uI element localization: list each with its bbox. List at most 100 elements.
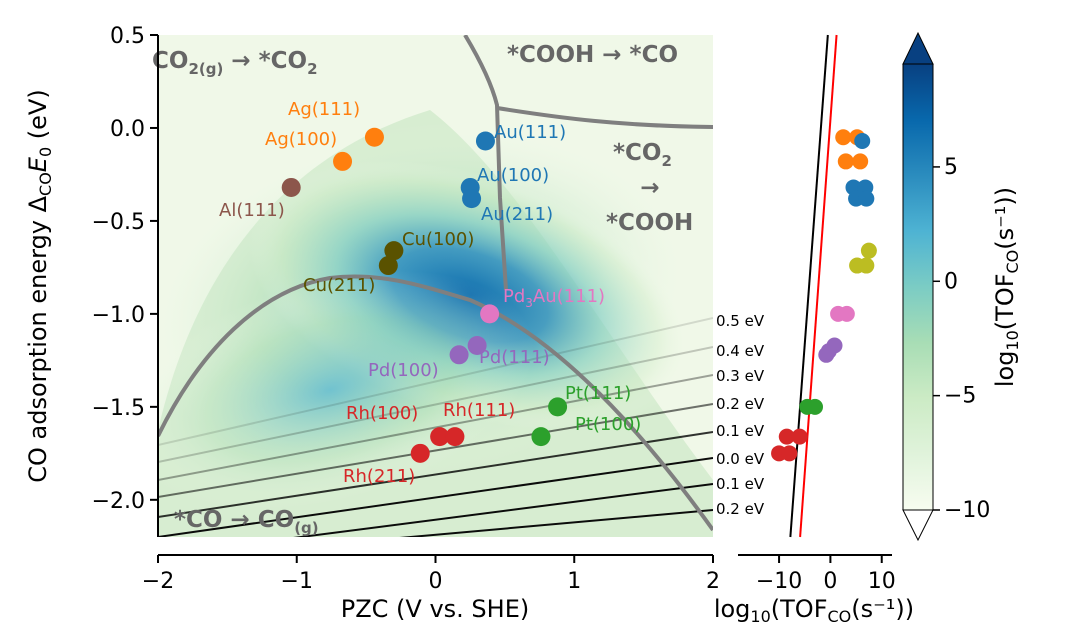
data-point xyxy=(378,256,398,276)
data-point xyxy=(475,131,495,151)
data-point-label: Al(111) xyxy=(219,200,285,221)
side-data-point xyxy=(852,153,869,170)
side-axis-ticks: −10 0 10 xyxy=(756,555,896,594)
main-y-tick-label: −1.0 xyxy=(92,303,145,328)
side-scatter-points xyxy=(771,129,877,462)
side-data-point xyxy=(858,190,875,207)
contour-value-label: 0.2 eV xyxy=(716,395,765,413)
main-point-labels: Ag(111) Ag(100) Al(111) Au(111) Au(100) Au(21… xyxy=(219,99,641,487)
side-fit-lines xyxy=(789,34,838,538)
fit-line xyxy=(789,34,829,538)
main-y-tick-label: 0.5 xyxy=(110,24,145,49)
colorbar-gradient xyxy=(902,63,934,511)
data-point xyxy=(445,427,465,447)
data-point xyxy=(384,241,404,261)
data-point-label: Au(100) xyxy=(477,165,549,186)
colorbar-tick-label: 5 xyxy=(944,155,958,180)
side-x-tick-label: 10 xyxy=(868,569,896,594)
colorbar-tick-label: 0 xyxy=(944,269,958,294)
data-point-label: Pd(111) xyxy=(479,347,550,368)
colorbar-label: log10(TOFCO(s⁻¹)) xyxy=(991,187,1022,387)
side-x-label: log10(TOFCO(s⁻¹)) xyxy=(714,595,914,626)
region-boundaries xyxy=(158,35,713,532)
main-x-tick-label: 2 xyxy=(706,569,720,594)
main-y-tick-label: −0.5 xyxy=(92,210,145,235)
colorbar-tick-label: −5 xyxy=(944,384,976,409)
contour-line xyxy=(399,509,713,537)
side-data-point xyxy=(807,398,823,415)
main-scatter-points xyxy=(281,127,568,463)
contour-line xyxy=(158,374,713,481)
data-point xyxy=(462,189,482,209)
side-data-point xyxy=(837,153,854,170)
data-point xyxy=(449,345,469,365)
data-point-label: Rh(111) xyxy=(443,400,515,421)
region-co2-cooh-line1: *CO2 xyxy=(613,140,672,170)
contour-line xyxy=(158,457,713,537)
boundary-right xyxy=(496,106,713,129)
contour-line xyxy=(158,431,713,518)
data-point-label: Rh(211) xyxy=(343,466,415,487)
main-y-label: CO adsorption energy ΔCOE0 (eV) xyxy=(24,89,55,482)
data-point-label: Cu(100) xyxy=(402,229,474,250)
data-point-label: Au(111) xyxy=(494,122,566,143)
data-point xyxy=(281,177,301,197)
data-point xyxy=(430,427,450,447)
main-x-tick-label: −1 xyxy=(281,569,313,594)
contour-value-labels: 0.5 eV 0.4 eV 0.3 eV 0.2 eV 0.1 eV 0.0 eV 0.1 … xyxy=(716,312,765,518)
side-data-point xyxy=(778,428,795,445)
data-point-label: Ag(100) xyxy=(265,129,337,150)
data-point-label: Pd3Au(111) xyxy=(503,286,605,310)
side-data-point xyxy=(854,132,871,149)
main-x-tick-label: 1 xyxy=(567,569,581,594)
contour-line xyxy=(293,483,713,537)
side-data-point xyxy=(858,257,875,274)
side-data-point xyxy=(860,242,877,259)
contour-line xyxy=(158,346,713,463)
region-co2-cooh-line3: *COOH xyxy=(606,210,693,236)
data-point xyxy=(364,127,384,147)
main-x-label: PZC (V vs. SHE) xyxy=(341,595,529,623)
contour-value-label: 0.5 eV xyxy=(716,312,765,330)
contour-value-label: 0.3 eV xyxy=(716,367,765,385)
colorbar-top-arrow xyxy=(902,31,934,65)
data-point-label: Au(211) xyxy=(481,204,553,225)
region-co2g-label: CO2(g) → *CO2 xyxy=(152,48,318,78)
contour-lines xyxy=(158,317,713,537)
data-point-label: Pt(100) xyxy=(575,414,641,435)
contour-line xyxy=(158,403,713,498)
contour-line xyxy=(158,317,713,446)
region-co2-cooh-arrow: → xyxy=(640,175,659,201)
side-data-point xyxy=(820,343,837,360)
contour-value-label: 0.2 eV xyxy=(716,500,765,518)
side-data-point xyxy=(838,305,855,322)
main-y-tick-label: −1.5 xyxy=(92,396,145,421)
data-point-label: Pt(111) xyxy=(565,383,631,404)
side-data-point xyxy=(781,445,798,462)
data-point-label: Ag(111) xyxy=(288,99,360,120)
contour-value-label: 0.1 eV xyxy=(716,475,765,493)
side-data-point xyxy=(791,428,808,445)
region-cooh-label: *COOH → *CO xyxy=(507,42,678,68)
data-point-label: Rh(100) xyxy=(346,403,418,424)
data-point xyxy=(333,151,353,171)
colorbar-ticks: 5 0 −5 −10 xyxy=(933,155,990,523)
heatmap-background xyxy=(158,35,713,537)
side-x-tick-label: 0 xyxy=(823,569,837,594)
data-point-label: Pd(100) xyxy=(368,360,439,381)
main-y-tick-label: 0.0 xyxy=(110,117,145,142)
contour-value-label: 0.4 eV xyxy=(716,342,765,360)
main-x-tick-label: −2 xyxy=(142,569,174,594)
contour-value-label: 0.0 eV xyxy=(716,450,765,468)
main-axis-ticks: −2 −1 0 1 2 0.5 0.0 −0.5 −1.0 −1.5 −2.0 xyxy=(92,24,720,594)
boundary-left-arc xyxy=(158,274,713,532)
data-point xyxy=(548,397,568,417)
data-point-label: Cu(211) xyxy=(303,275,375,296)
data-point xyxy=(531,427,551,447)
colorbar-bottom-arrow xyxy=(902,509,934,542)
colorbar-tick-label: −10 xyxy=(944,498,990,523)
colorbar xyxy=(902,31,934,542)
side-x-tick-label: −10 xyxy=(756,569,802,594)
contour-value-label: 0.1 eV xyxy=(716,422,765,440)
